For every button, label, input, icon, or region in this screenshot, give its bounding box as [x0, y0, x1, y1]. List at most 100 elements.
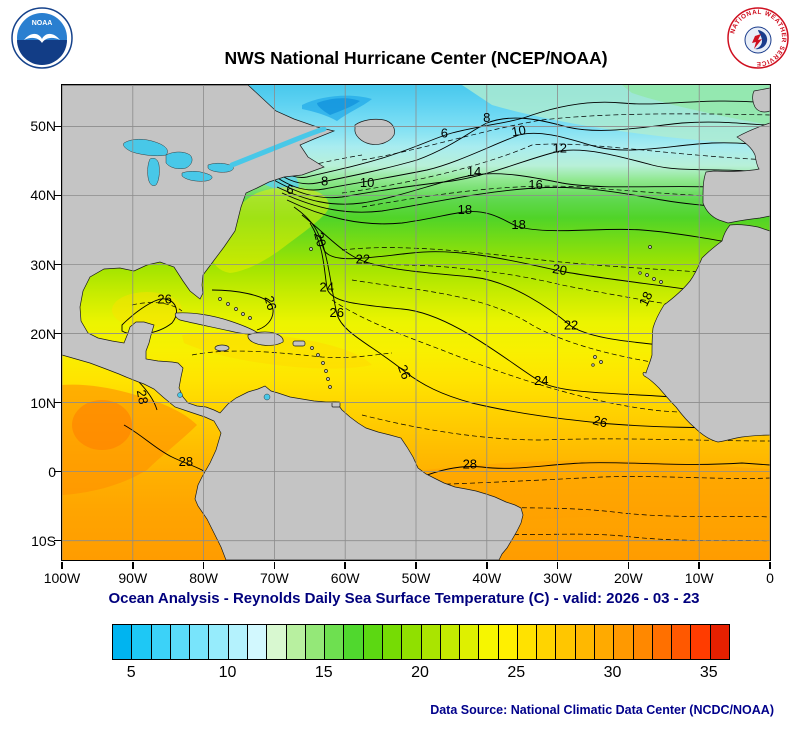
- colorbar-cell: [479, 625, 499, 659]
- colorbar-cell: [402, 625, 422, 659]
- colorbar-cell: [151, 625, 171, 659]
- contour-label: 24: [319, 279, 333, 294]
- contour-label: 28: [462, 456, 476, 471]
- contour-label: 26: [157, 291, 171, 306]
- grid-lines: [61, 84, 770, 560]
- lon-tick-label: 80W: [189, 570, 218, 586]
- page-title: NWS National Hurricane Center (NCEP/NOAA…: [224, 48, 608, 68]
- lon-tick-mark: [273, 562, 276, 569]
- colorbar-cell: [672, 625, 692, 659]
- colorbar-cell: [267, 625, 287, 659]
- contour-label: 6: [440, 125, 447, 140]
- nws-logo: NATIONAL WEATHER SERVICE: [727, 7, 789, 69]
- colorbar-cell: [113, 625, 133, 659]
- contour-label: 20: [551, 260, 568, 277]
- land-jamaica: [214, 344, 229, 351]
- colorbar-cell: [325, 625, 345, 659]
- isotherm-contours: [121, 100, 770, 541]
- colorbar-cell: [537, 625, 557, 659]
- colorbar-cell: [228, 625, 248, 659]
- lon-tick-label: 100W: [43, 570, 81, 586]
- contour-label: 26: [394, 362, 413, 381]
- colorbar-cell: [498, 625, 518, 659]
- contour-label: 6: [286, 181, 293, 196]
- nws-lightning-icon: [752, 34, 762, 49]
- lat-tick-mark: [54, 194, 61, 197]
- lat-tick-label: 20N: [30, 325, 56, 342]
- lake-erie: [181, 170, 212, 181]
- contour-labels: 6 8 10 12 14 16 18 18 6 8 10 20 20 22 22 24 24 26 26 26 26 26…: [133, 110, 655, 472]
- contour-label: 18: [511, 217, 525, 232]
- lon-tick-label: 10W: [684, 570, 714, 586]
- lat-tick-label: 50N: [30, 118, 56, 135]
- colorbar-cell: [556, 625, 576, 659]
- contour-label: 12: [552, 140, 566, 155]
- st-lawrence-river: [229, 126, 326, 167]
- chart-caption: Ocean Analysis - Reynolds Daily Sea Surf…: [108, 590, 700, 607]
- land-lesser-antilles: [309, 345, 332, 389]
- lat-tick-mark: [54, 539, 61, 542]
- lon-tick-label: 90W: [118, 570, 148, 586]
- contour-label: 18: [457, 201, 471, 216]
- lon-tick-mark: [769, 562, 771, 569]
- land-cape-verde: [590, 354, 603, 367]
- contour-label: 24: [534, 373, 548, 388]
- colorbar-cell: [247, 625, 268, 659]
- contour-label: 26: [329, 304, 343, 319]
- map-plot-area: 6 8 10 12 14 16 18 18 6 8 10 20 20 22 22 24 24 26 26 26 26 26…: [60, 83, 771, 561]
- colorbar-cell: [460, 625, 480, 659]
- land-americas: [61, 84, 523, 560]
- colorbar-cell: [132, 625, 152, 659]
- land-newfoundland: [354, 118, 395, 145]
- colorbar-cell: [209, 625, 229, 659]
- lon-tick-label: 70W: [259, 570, 289, 586]
- contour-label: 18: [635, 289, 655, 308]
- contour-label: 10: [359, 175, 373, 190]
- contour-label: 8: [321, 173, 328, 188]
- contour-label: 26: [261, 294, 279, 312]
- colorbar-cell: [170, 625, 191, 659]
- contour-label: 22: [355, 251, 369, 266]
- colorbar-cell: [344, 625, 364, 659]
- lon-tick-mark: [344, 562, 346, 569]
- land-trinidad: [331, 401, 340, 407]
- colorbar-cell: [190, 625, 210, 659]
- colorbar-cell: [286, 625, 306, 659]
- colorbar-tick-value: 15: [314, 664, 333, 681]
- lon-tick-mark: [486, 562, 488, 569]
- lake-ontario: [207, 162, 234, 172]
- lat-tick-label: 30N: [30, 256, 56, 273]
- colorbar-cell: [595, 625, 615, 659]
- lon-tick-label: 60W: [330, 570, 360, 586]
- lake-nicaragua: [176, 391, 183, 398]
- contour-label: 14: [466, 163, 480, 178]
- lat-tick-label: 10S: [31, 532, 56, 549]
- noaa-logo-text: NOAA: [32, 20, 53, 27]
- lat-tick-label: 40N: [30, 187, 56, 204]
- colorbar-cell: [440, 625, 461, 659]
- lat-tick-label: 0: [48, 463, 56, 480]
- data-source-note: Data Source: National Climatic Data Cent…: [430, 703, 774, 717]
- lake-huron: [165, 151, 192, 169]
- lake-maracaibo: [263, 393, 270, 400]
- noaa-logo: NOAA: [11, 7, 73, 69]
- land-england: [751, 87, 770, 112]
- colorbar-cell: [517, 625, 538, 659]
- sst-map: 6 8 10 12 14 16 18 18 6 8 10 20 20 22 22 24 24 26 26 26 26 26…: [61, 84, 770, 560]
- land-puerto-rico: [292, 340, 305, 346]
- colorbar-tick-value: 35: [699, 664, 718, 681]
- lon-tick-mark: [202, 562, 205, 569]
- colorbar-tick-labels: 5 10 15 20 25 30 35: [112, 664, 728, 686]
- colorbar-cell: [421, 625, 441, 659]
- land-bermuda: [308, 246, 313, 251]
- lon-tick-label: 40W: [472, 570, 502, 586]
- lat-tick-mark: [54, 332, 61, 335]
- lon-tick-label: 20W: [613, 570, 643, 586]
- lon-tick-mark: [61, 562, 63, 569]
- lat-tick-label: 10N: [30, 394, 56, 411]
- lat-tick-mark: [54, 470, 61, 473]
- contour-label: 16: [528, 177, 542, 192]
- colorbar-cell: [633, 625, 653, 659]
- colorbar-cell: [710, 625, 729, 659]
